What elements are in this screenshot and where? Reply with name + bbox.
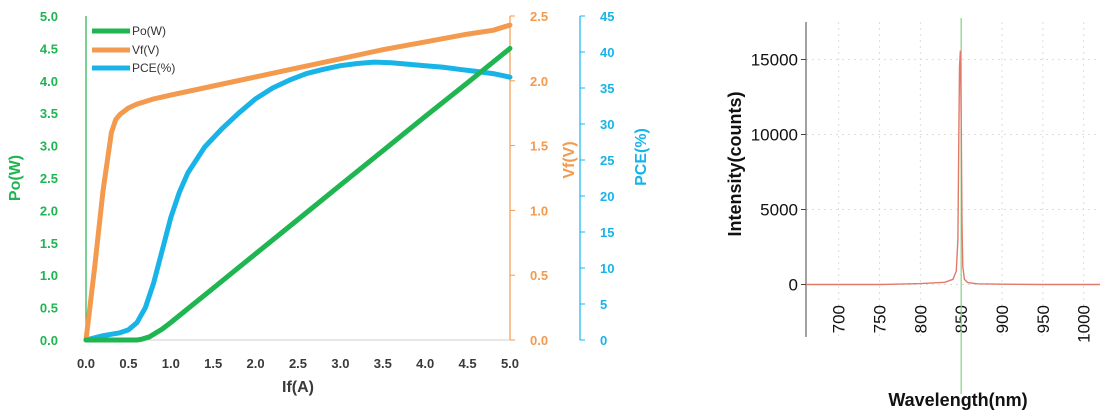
spectrum-line [806,50,1100,286]
vf-tick-label: 1.5 [530,139,548,154]
x-tick-label: 2.0 [247,356,265,371]
x-tick-labels: 0.0 0.5 1.0 1.5 2.0 2.5 3.0 3.5 4.0 4.5 5.0 [77,356,519,371]
po-tick-label: 2.0 [40,203,58,218]
po-tick-label: 4.5 [40,41,58,56]
vf-tick-label: 0.0 [530,333,548,348]
po-tick-label: 2.5 [40,171,58,186]
vf-tick-label: 2.5 [530,9,548,24]
vf-tick-label: 2.0 [530,74,548,89]
pce-tick-label: 35 [600,81,614,96]
x-tick-label: 3.0 [331,356,349,371]
vf-tick-label: 1.0 [530,203,548,218]
legend-label-pce: PCE(%) [132,61,175,75]
po-axis-title: Po(W) [7,155,24,201]
pce-series-line [83,59,513,343]
spectrum-x-tick-label: 750 [871,305,890,333]
spectrum-x-tick-label: 1000 [1075,305,1094,343]
vf-series-line [83,22,513,343]
po-tick-labels: 0.0 0.5 1.0 1.5 2.0 2.5 3.0 3.5 4.0 4.5 5.0 [40,9,58,348]
spectrum-y-axis-title: Intensity(counts) [725,91,745,236]
pce-tick-label: 20 [600,189,614,204]
x-tick-label: 4.0 [416,356,434,371]
po-tick-label: 3.0 [40,139,58,154]
x-axis-title: If(A) [282,379,314,396]
pce-tick-label: 5 [600,297,607,312]
po-tick-label: 0.5 [40,301,58,316]
pce-tick-label: 10 [600,261,614,276]
spectrum-plot-area [806,22,1100,337]
vf-tick-labels: 0.0 0.5 1.0 1.5 2.0 2.5 [510,9,548,348]
spectrum-y-tick-labels: 0 5000 10000 15000 [751,51,806,295]
po-tick-label: 5.0 [40,9,58,24]
spectrum-x-tick-label: 700 [830,305,849,333]
spectrum-x-axis-title: Wavelength(nm) [888,390,1027,410]
pce-tick-label: 30 [600,117,614,132]
x-tick-label: 0.5 [119,356,137,371]
x-tick-label: 2.5 [289,356,307,371]
po-series-line [83,45,513,343]
spectrum-y-tick-label: 15000 [751,51,798,70]
spectrum-y-tick-label: 10000 [751,126,798,145]
po-tick-label: 1.0 [40,268,58,283]
performance-chart: 0.0 0.5 1.0 1.5 2.0 2.5 3.0 3.5 4.0 4.5 5.0 0.0 0.5… [7,9,650,396]
pce-tick-label: 40 [600,45,614,60]
po-tick-label: 1.5 [40,236,58,251]
spectrum-x-tick-label: 800 [911,305,930,333]
spectrum-x-tick-label: 950 [1034,305,1053,333]
pce-tick-label: 25 [600,153,614,168]
spectrum-y-tick-label: 5000 [760,201,798,220]
pce-tick-label: 15 [600,225,614,240]
legend-label-vf: Vf(V) [132,43,159,57]
po-tick-label: 0.0 [40,333,58,348]
spectrum-x-tick-labels: 700 750 800 850 900 950 1000 [830,305,1094,343]
x-tick-label: 3.5 [374,356,392,371]
vf-tick-label: 0.5 [530,268,548,283]
pce-axis-title: PCE(%) [633,128,650,186]
series-lines [83,22,513,343]
vf-axis-title: Vf(V) [561,141,578,178]
spectrum-y-tick-label: 0 [789,276,798,295]
pce-tick-labels: 0 5 10 15 20 25 30 35 40 45 [580,9,614,348]
pce-tick-label: 0 [600,333,607,348]
legend: Po(W) Vf(V) PCE(%) [92,24,175,75]
x-tick-label: 4.5 [459,356,477,371]
x-tick-label: 1.5 [204,356,222,371]
spectrum-x-tick-label: 900 [993,305,1012,333]
po-tick-label: 3.5 [40,106,58,121]
x-tick-label: 5.0 [501,356,519,371]
legend-label-po: Po(W) [132,24,166,38]
pce-tick-label: 45 [600,9,614,24]
x-tick-label: 1.0 [162,356,180,371]
x-tick-label: 0.0 [77,356,95,371]
po-tick-label: 4.0 [40,74,58,89]
